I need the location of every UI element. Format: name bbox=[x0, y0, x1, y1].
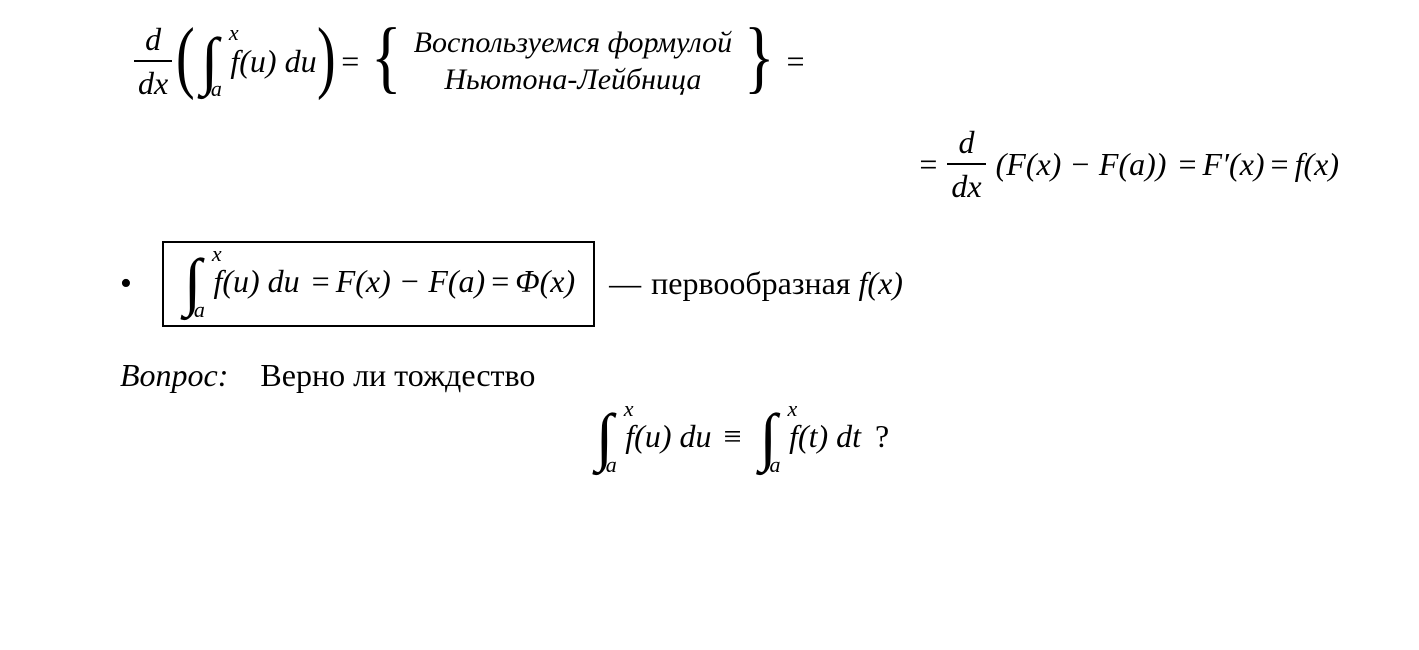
brace-content: Воспользуемся формулой Ньютона-Лейбница bbox=[414, 24, 732, 99]
equation-line-2: = d dx (F(x) − F(a)) = F′(x) = f(x) bbox=[100, 123, 1379, 206]
rhs-box-1: F(x) − F(a) bbox=[336, 263, 486, 300]
fx-result: f(x) bbox=[1295, 145, 1339, 183]
bullet-line: • x ∫ a f(u) du = F(x) − F(a) = Φ(x) — п… bbox=[100, 241, 1379, 327]
eq-sign-1: = bbox=[341, 42, 359, 80]
integral-final-2: x ∫ a bbox=[760, 412, 778, 462]
mid-eq-2: = bbox=[1271, 145, 1289, 183]
intf1-lower: a bbox=[606, 452, 617, 478]
intf1-integrand: f(u) du bbox=[625, 418, 711, 455]
trailing-eq: = bbox=[787, 42, 805, 80]
boxed-formula: x ∫ a f(u) du = F(x) − F(a) = Φ(x) bbox=[162, 241, 595, 327]
ddx-fraction: d dx bbox=[134, 20, 172, 103]
intf2-lower: a bbox=[770, 452, 781, 478]
integrand-1: f(u) du bbox=[230, 42, 316, 80]
rhs-box-2: Φ(x) bbox=[515, 263, 575, 300]
question-mark: ? bbox=[875, 418, 889, 455]
trail-fx: f(x) bbox=[859, 265, 903, 302]
diff-expr: (F(x) − F(a)) bbox=[996, 145, 1167, 183]
ddx-num: d bbox=[141, 20, 165, 60]
left-paren: ( bbox=[176, 17, 195, 97]
question-label: Вопрос: bbox=[120, 357, 228, 393]
right-brace-icon: } bbox=[744, 17, 775, 97]
ddx2-den: dx bbox=[947, 163, 985, 205]
bullet-icon: • bbox=[120, 265, 132, 303]
em-dash: — bbox=[609, 265, 641, 302]
equiv-sign: ≡ bbox=[723, 418, 741, 455]
ddx-den: dx bbox=[134, 60, 172, 102]
trail-text: первообразная bbox=[651, 265, 850, 302]
ddx2-num: d bbox=[955, 123, 979, 163]
int1-upper: x bbox=[229, 20, 239, 46]
integral-1: x ∫ a bbox=[201, 36, 219, 86]
right-paren: ) bbox=[317, 17, 336, 97]
question-text: Верно ли тождество bbox=[260, 357, 535, 393]
brace-line-2: Ньютона-Лейбница bbox=[444, 61, 701, 99]
intf1-upper: x bbox=[624, 396, 634, 422]
left-brace-icon: { bbox=[371, 17, 402, 97]
integral-boxed: x ∫ a bbox=[184, 257, 202, 307]
mid-eq: = bbox=[1178, 145, 1196, 183]
integrand-box: f(u) du bbox=[213, 263, 299, 300]
eq-box-1: = bbox=[312, 263, 330, 300]
final-equation: x ∫ a f(u) du ≡ x ∫ a f(t) dt ? bbox=[100, 412, 1379, 462]
eq-box-2: = bbox=[491, 263, 509, 300]
int1-lower: a bbox=[211, 76, 222, 102]
fprime: F′(x) bbox=[1202, 145, 1264, 183]
int-box-lower: a bbox=[194, 297, 205, 323]
lead-eq: = bbox=[919, 145, 937, 183]
brace-line-1: Воспользуемся формулой bbox=[414, 24, 732, 62]
intf2-integrand: f(t) dt bbox=[789, 418, 861, 455]
question-line: Вопрос: Верно ли тождество bbox=[120, 357, 1379, 394]
ddx-fraction-2: d dx bbox=[947, 123, 985, 206]
intf2-upper: x bbox=[788, 396, 798, 422]
page: d dx ( x ∫ a f(u) du ) = { Воспользуемся… bbox=[0, 0, 1419, 650]
integral-final-1: x ∫ a bbox=[596, 412, 614, 462]
equation-line-1: d dx ( x ∫ a f(u) du ) = { Воспользуемся… bbox=[130, 20, 1379, 103]
int-box-upper: x bbox=[212, 241, 222, 267]
